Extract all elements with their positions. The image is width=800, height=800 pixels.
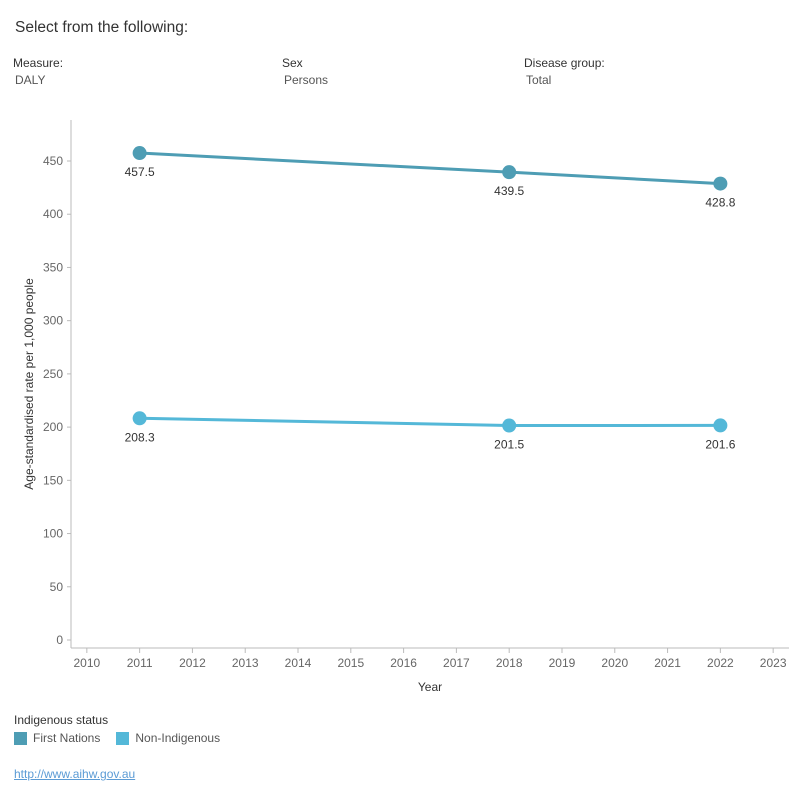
data-point[interactable]: [132, 146, 147, 161]
line-chart: 0 50 100 150 200 250 300 350 400 450 2010 2011 2012 2…: [22, 120, 789, 694]
y-tick-label: 50: [50, 580, 64, 594]
measure-filter-label: Measure:: [13, 56, 64, 70]
legend: Indigenous status First Nations Non-Indi…: [14, 713, 220, 745]
x-axis-title: Year: [418, 680, 442, 694]
chart-series: 457.5 439.5 428.8 208.3 201.5 201.6: [125, 146, 736, 452]
data-point[interactable]: [713, 176, 728, 191]
data-label: 457.5: [125, 165, 155, 179]
x-tick-label: 2014: [285, 656, 312, 670]
y-tick-label: 0: [56, 633, 63, 647]
y-tick-label: 300: [43, 314, 63, 328]
x-tick-label: 2023: [760, 656, 787, 670]
source-link[interactable]: http://www.aihw.gov.au: [14, 767, 136, 781]
sex-filter-value[interactable]: Persons: [284, 73, 329, 87]
data-point[interactable]: [713, 418, 728, 433]
series-line-first-nations: [139, 151, 721, 186]
data-label: 428.8: [705, 196, 735, 210]
legend-item-label: First Nations: [33, 731, 101, 745]
data-label: 208.3: [125, 430, 155, 444]
y-axis-title: Age-standardised rate per 1,000 people: [22, 278, 36, 490]
chart-axes: 0 50 100 150 200 250 300 350 400 450 2010 2011 2012 2…: [43, 120, 789, 670]
legend-item-non-indigenous[interactable]: Non-Indigenous: [116, 731, 220, 745]
sex-filter[interactable]: Sex Persons: [282, 56, 328, 87]
x-tick-label: 2021: [654, 656, 681, 670]
legend-swatch: [14, 731, 27, 745]
sex-filter-label: Sex: [282, 56, 303, 70]
legend-item-first-nations[interactable]: First Nations: [14, 731, 100, 745]
data-point[interactable]: [502, 165, 517, 180]
x-tick-label: 2013: [232, 656, 259, 670]
page-title: Select from the following:: [15, 19, 189, 36]
data-label: 201.6: [705, 437, 735, 451]
measure-filter-value[interactable]: DALY: [15, 73, 46, 87]
data-point[interactable]: [502, 418, 517, 433]
legend-swatch: [116, 731, 130, 745]
measure-filter[interactable]: Measure: DALY: [13, 56, 63, 87]
x-tick-label: 2018: [496, 656, 523, 670]
disease-group-filter[interactable]: Disease group: Total: [524, 56, 605, 87]
x-tick-label: 2019: [549, 656, 576, 670]
x-tick-label: 2020: [601, 656, 628, 670]
legend-item-label: Non-Indigenous: [135, 731, 221, 745]
y-tick-label: 100: [43, 527, 63, 541]
x-tick-label: 2022: [707, 656, 734, 670]
y-tick-label: 450: [43, 154, 63, 168]
x-tick-label: 2017: [443, 656, 470, 670]
disease-group-filter-value[interactable]: Total: [526, 73, 552, 87]
legend-title: Indigenous status: [14, 713, 109, 727]
data-label: 201.5: [494, 438, 524, 452]
y-tick-label: 250: [43, 367, 63, 381]
y-tick-label: 350: [43, 260, 63, 274]
x-tick-label: 2011: [127, 656, 153, 670]
x-tick-label: 2012: [179, 656, 206, 670]
disease-group-filter-label: Disease group:: [524, 56, 605, 70]
y-tick-label: 200: [43, 420, 63, 434]
x-tick-label: 2015: [337, 656, 364, 670]
x-tick-label: 2010: [73, 656, 100, 670]
data-label: 439.5: [494, 184, 524, 198]
y-tick-label: 150: [43, 473, 63, 487]
x-tick-label: 2016: [390, 656, 417, 670]
series-line-non-indigenous: [139, 416, 721, 428]
y-tick-label: 400: [43, 207, 63, 221]
data-point[interactable]: [132, 411, 147, 426]
